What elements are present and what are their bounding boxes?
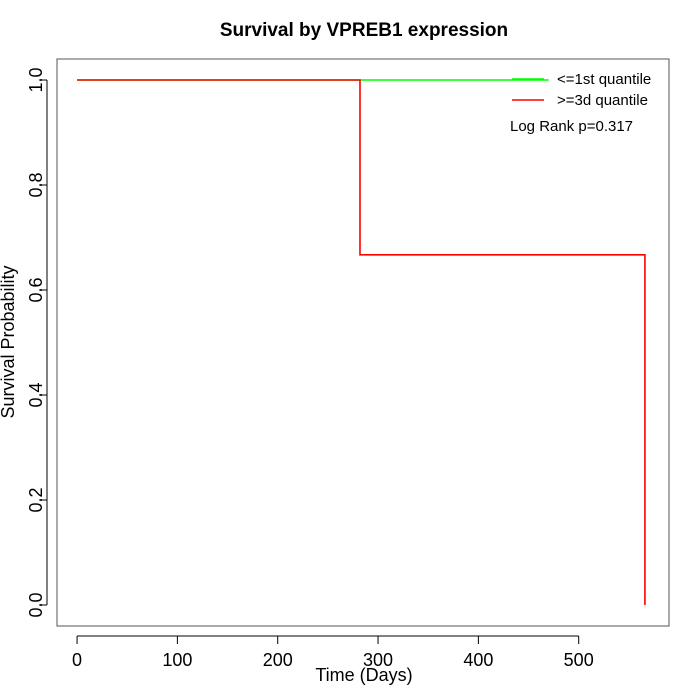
x-tick-label: 500 xyxy=(564,650,594,670)
plot-frame xyxy=(56,58,670,627)
y-tick-label: 0.6 xyxy=(26,277,46,302)
x-tick-label: 200 xyxy=(263,650,293,670)
x-tick-label: 100 xyxy=(162,650,192,670)
y-tick-label: 0.2 xyxy=(26,487,46,512)
legend: <=1st quantile >=3d quantile xyxy=(512,71,651,109)
x-axis-label: Time (Days) xyxy=(315,665,412,685)
y-tick-label: 1.0 xyxy=(26,67,46,92)
y-tick-label: 0.0 xyxy=(26,592,46,617)
x-tick-label: 0 xyxy=(72,650,82,670)
y-axis: 0.0 0.2 0.4 0.6 0.8 1.0 xyxy=(26,67,48,618)
y-tick-label: 0.4 xyxy=(26,382,46,407)
chart-title: Survival by VPREB1 expression xyxy=(220,20,508,41)
legend-label-2: >=3d quantile xyxy=(557,92,648,109)
series-line-2 xyxy=(77,79,646,605)
x-axis: 0 100 200 300 400 500 xyxy=(72,635,594,670)
x-tick-label: 400 xyxy=(463,650,493,670)
legend-label-1: <=1st quantile xyxy=(557,71,651,88)
log-rank-annotation: Log Rank p=0.317 xyxy=(510,118,633,135)
y-axis-label: Survival Probability xyxy=(0,265,18,418)
y-tick-label: 0.8 xyxy=(26,172,46,197)
x-tick-label: 300 xyxy=(363,650,393,670)
